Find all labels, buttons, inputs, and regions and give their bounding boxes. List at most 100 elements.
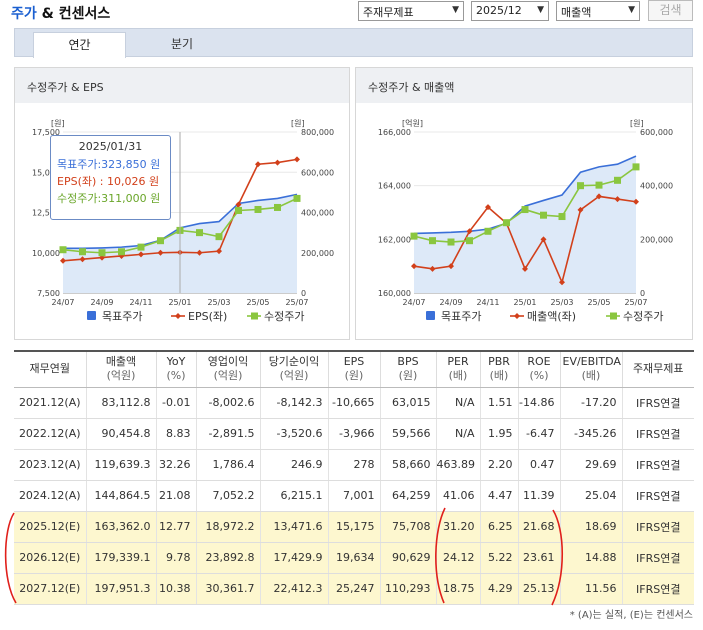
table-cell: 7,001 bbox=[327, 480, 380, 512]
adj-price-point bbox=[293, 194, 301, 202]
tab-annual[interactable]: 연간 bbox=[33, 32, 126, 58]
metric-select[interactable]: 매출액 ▼ bbox=[556, 1, 640, 21]
table-cell: N/A bbox=[435, 387, 480, 419]
sales-point bbox=[466, 228, 473, 235]
column-header: PER (배) bbox=[435, 350, 480, 388]
left-axis-tick-label: 10,000 bbox=[32, 249, 60, 258]
table-cell: 22,412.3 bbox=[259, 573, 328, 605]
chevron-down-icon: ▼ bbox=[537, 5, 544, 15]
table-row: 2026.12(E) 179,339.1 9.78 23,892.8 17,429.9 1… bbox=[14, 542, 694, 574]
table-cell: 246.9 bbox=[259, 449, 328, 481]
table-cell: 41.06 bbox=[435, 480, 480, 512]
table-cell: -345.26 bbox=[559, 418, 622, 450]
table-cell: 10.38 bbox=[155, 573, 196, 605]
financial-summary-table: 재무연월 매출액 (억원) YoY (%) 영업이익 (억원) 당기순이익 (억원) EPS (원)… bbox=[14, 350, 694, 605]
column-header-unit: (억원) bbox=[279, 369, 309, 383]
table-cell: -3,966 bbox=[327, 418, 380, 450]
column-header: BPS (원) bbox=[379, 350, 436, 388]
table-cell: 64,259 bbox=[379, 480, 436, 512]
table-cell: 0.47 bbox=[517, 449, 560, 481]
chart-tooltip: 2025/01/31 목표주가:323,850 원 EPS(좌) : 10,02… bbox=[50, 135, 171, 220]
legend-label: 수정주가 bbox=[264, 310, 304, 323]
x-axis-tick-label: 25/05 bbox=[246, 298, 269, 307]
table-cell: 2025.12(E) bbox=[14, 511, 86, 543]
table-cell: 15,175 bbox=[327, 511, 380, 543]
adj-price-point bbox=[429, 237, 436, 245]
eps-point bbox=[60, 257, 66, 264]
table-row: 2022.12(A) 90,454.8 8.83 -2,891.5 -3,520.6 -3… bbox=[14, 418, 694, 450]
period-tabs: 연간 분기 bbox=[14, 28, 693, 58]
table-cell: IFRS연결 bbox=[621, 573, 694, 605]
table-row: 2024.12(A) 144,864.5 21.08 7,052.2 6,215.1 7,… bbox=[14, 480, 694, 512]
sales-point bbox=[577, 206, 584, 213]
column-header-label: ROE bbox=[527, 355, 551, 369]
eps-point bbox=[79, 256, 86, 263]
table-cell: 12.77 bbox=[155, 511, 196, 543]
adj-price-point bbox=[558, 213, 566, 221]
table-cell: 163,362.0 bbox=[85, 511, 156, 543]
table-cell: -8,142.3 bbox=[259, 387, 328, 419]
right-axis-tick-label: 0 bbox=[301, 289, 306, 298]
x-axis-tick-label: 24/07 bbox=[51, 298, 74, 307]
column-header-unit: (억원) bbox=[213, 369, 243, 383]
column-header: 영업이익 (억원) bbox=[195, 350, 260, 388]
column-header-unit: (원) bbox=[344, 369, 364, 383]
legend-swatch bbox=[426, 311, 435, 320]
sales-point bbox=[411, 263, 417, 270]
eps-point bbox=[255, 161, 261, 168]
adj-price-point bbox=[447, 238, 455, 246]
target-price-area bbox=[414, 156, 636, 293]
table-cell: 4.47 bbox=[479, 480, 518, 512]
column-header: YoY (%) bbox=[155, 350, 196, 388]
statement-type-select[interactable]: 주재무제표 ▼ bbox=[358, 1, 464, 21]
legend-label: 목표주가 bbox=[102, 310, 142, 323]
column-header-unit: (%) bbox=[166, 369, 186, 383]
sales-point bbox=[633, 198, 639, 205]
left-axis-tick-label: 17,500 bbox=[32, 128, 60, 137]
section-title: 주가 & 컨센서스 bbox=[11, 6, 111, 22]
column-header: EPS (원) bbox=[327, 350, 380, 388]
table-cell: 90,454.8 bbox=[85, 418, 156, 450]
table-cell: -17.20 bbox=[559, 387, 622, 419]
table-cell: 6.25 bbox=[479, 511, 518, 543]
period-select[interactable]: 2025/12 ▼ bbox=[471, 1, 549, 21]
column-header: PBR (배) bbox=[479, 350, 518, 388]
table-cell: 29.69 bbox=[559, 449, 622, 481]
legend-label: EPS(좌) bbox=[188, 310, 227, 323]
table-cell: 18.75 bbox=[435, 573, 480, 605]
tab-quarterly[interactable]: 분기 bbox=[170, 37, 194, 51]
table-cell: N/A bbox=[435, 418, 480, 450]
table-cell: 19,634 bbox=[327, 542, 380, 574]
left-axis-tick-label: 164,000 bbox=[378, 182, 411, 191]
table-cell: 278 bbox=[327, 449, 380, 481]
table-cell: -8,002.6 bbox=[195, 387, 260, 419]
table-cell: 32.26 bbox=[155, 449, 196, 481]
adj-price-point bbox=[137, 243, 145, 251]
table-body: 2021.12(A) 83,112.8 -0.01 -8,002.6 -8,142.3-… bbox=[14, 387, 694, 605]
table-cell: 7,052.2 bbox=[195, 480, 260, 512]
table-cell: IFRS연결 bbox=[621, 542, 694, 574]
sales-point bbox=[596, 193, 602, 200]
x-axis-tick-label: 25/01 bbox=[168, 298, 191, 307]
legend-swatch-marker bbox=[175, 313, 181, 319]
table-cell: 11.56 bbox=[559, 573, 622, 605]
x-axis-tick-label: 24/09 bbox=[439, 298, 462, 307]
column-header: 주재무제표 bbox=[621, 350, 694, 388]
table-cell: 1.95 bbox=[479, 418, 518, 450]
adj-price-point bbox=[466, 237, 473, 245]
table-cell: 14.88 bbox=[559, 542, 622, 574]
table-cell: 144,864.5 bbox=[85, 480, 156, 512]
chevron-down-icon: ▼ bbox=[452, 5, 459, 15]
left-axis-tick-label: 7,500 bbox=[37, 289, 60, 298]
column-header-unit: (%) bbox=[529, 369, 549, 383]
column-header: EV/EBITDA (배) bbox=[559, 350, 622, 388]
adj-price-point bbox=[540, 211, 547, 219]
table-cell: -0.01 bbox=[155, 387, 196, 419]
search-button[interactable]: 검색 bbox=[648, 0, 693, 21]
table-cell: 59,566 bbox=[379, 418, 436, 450]
x-axis-tick-label: 25/05 bbox=[587, 298, 610, 307]
table-cell: 25,247 bbox=[327, 573, 380, 605]
table-cell: -3,520.6 bbox=[259, 418, 328, 450]
column-header: 재무연월 bbox=[14, 350, 86, 388]
legend-swatch bbox=[87, 311, 96, 320]
